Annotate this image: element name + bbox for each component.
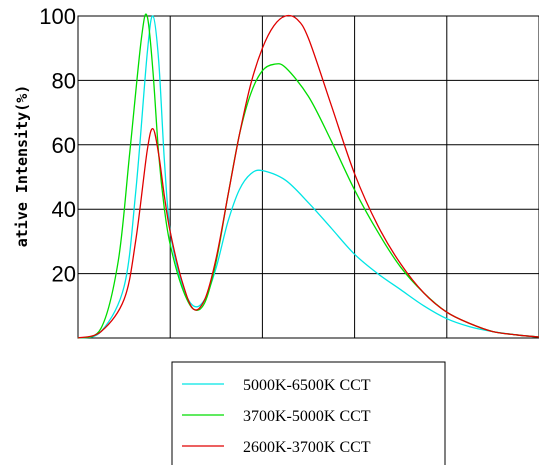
series-line-2 (77, 13, 539, 339)
legend-label: 5000K-6500K CCT (243, 377, 371, 394)
y-tick-label: 60 (52, 133, 76, 158)
legend-label: 3700K-5000K CCT (243, 408, 371, 425)
series-lines (77, 13, 539, 339)
series-line-3 (77, 14, 539, 339)
y-tick-label: 40 (52, 197, 76, 222)
y-tick-label: 80 (52, 68, 76, 93)
plot-grid (77, 15, 539, 339)
series-line-1 (77, 15, 539, 339)
legend-label: 2600K-3700K CCT (243, 439, 371, 456)
y-axis-label: ative Intensity(%) (13, 85, 31, 248)
plot-frame (77, 15, 539, 339)
legend: 5000K-6500K CCT 3700K-5000K CCT 2600K-3700… (171, 361, 446, 465)
y-axis-ticks: 20 40 60 80 100 (39, 4, 76, 287)
y-tick-label: 20 (52, 262, 76, 287)
y-tick-label: 100 (39, 4, 76, 29)
legend-box (171, 361, 446, 465)
